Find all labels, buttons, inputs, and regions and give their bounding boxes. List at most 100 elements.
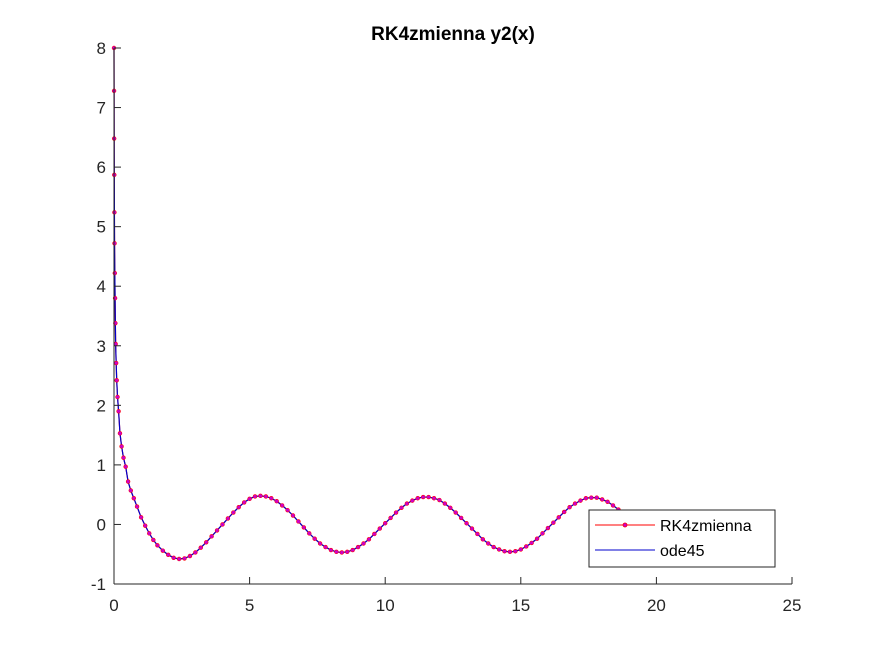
data-point-rk4zmienna	[345, 549, 350, 555]
data-point-rk4zmienna	[518, 547, 523, 552]
data-point-rk4zmienna	[160, 548, 166, 553]
data-point-rk4zmienna	[269, 496, 274, 501]
data-point-rk4zmienna	[176, 556, 182, 562]
data-point-rk4zmienna	[475, 531, 480, 537]
data-point-rk4zmienna	[187, 553, 193, 559]
legend-label-ode45: ode45	[660, 543, 705, 560]
data-point-rk4zmienna	[561, 509, 567, 515]
data-point-rk4zmienna	[350, 547, 355, 553]
data-point-rk4zmienna	[372, 531, 377, 537]
data-point-rk4zmienna	[480, 537, 486, 542]
x-tick-label: 15	[511, 596, 530, 615]
x-tick-label: 10	[376, 596, 395, 615]
data-point-rk4zmienna	[599, 497, 605, 502]
data-point-rk4zmienna	[317, 541, 323, 546]
x-tick-label: 20	[647, 596, 666, 615]
data-point-rk4zmienna	[605, 499, 610, 505]
data-point-rk4zmienna	[151, 537, 156, 543]
data-point-rk4zmienna	[252, 494, 258, 499]
data-point-rk4zmienna	[507, 549, 513, 555]
data-point-rk4zmienna	[204, 540, 209, 545]
y-tick-label: 5	[97, 218, 106, 237]
plot-area	[111, 45, 632, 562]
data-point-rk4zmienna	[393, 510, 399, 515]
data-point-rk4zmienna	[285, 507, 290, 513]
data-point-rk4zmienna	[116, 409, 121, 414]
x-tick-label: 5	[245, 596, 254, 615]
data-point-rk4zmienna	[323, 544, 328, 550]
y-tick-label: 6	[97, 158, 106, 177]
data-point-rk4zmienna	[290, 513, 296, 518]
data-point-rk4zmienna	[247, 496, 252, 502]
data-point-rk4zmienna	[220, 522, 225, 527]
data-point-rk4zmienna	[377, 526, 382, 531]
data-point-rk4zmienna	[274, 499, 279, 504]
data-point-rk4zmienna	[572, 501, 578, 506]
data-point-rk4zmienna	[567, 504, 572, 510]
data-point-rk4zmienna	[134, 504, 140, 509]
data-point-rk4zmienna	[142, 523, 148, 528]
data-point-rk4zmienna	[448, 505, 453, 510]
y-tick-label: 1	[97, 456, 106, 475]
x-tick-label: 0	[109, 596, 118, 615]
data-point-rk4zmienna	[458, 515, 464, 521]
data-point-rk4zmienna	[121, 455, 126, 460]
data-point-rk4zmienna	[155, 543, 160, 548]
data-point-rk4zmienna	[524, 544, 529, 549]
data-point-rk4zmienna	[513, 549, 518, 554]
x-axis: 0 5 10 15 20 25	[109, 577, 801, 615]
y-axis: -1 0 1 2 3 4 5 6 7 8	[91, 39, 121, 594]
data-point-rk4zmienna	[415, 496, 420, 501]
data-point-rk4zmienna	[404, 501, 410, 506]
data-point-rk4zmienna	[469, 526, 475, 531]
data-point-rk4zmienna	[420, 494, 426, 500]
data-point-rk4zmienna	[431, 496, 437, 501]
x-tick-label: 25	[783, 596, 802, 615]
legend-marker-rk4zmienna	[622, 522, 628, 528]
data-point-rk4zmienna	[209, 534, 214, 539]
data-point-rk4zmienna	[198, 545, 203, 550]
data-point-rk4zmienna	[361, 541, 366, 546]
data-point-rk4zmienna	[166, 552, 171, 558]
data-point-rk4zmienna	[410, 498, 415, 503]
data-point-rk4zmienna	[366, 537, 372, 542]
data-point-rk4zmienna	[502, 549, 507, 554]
data-point-rk4zmienna	[334, 549, 339, 555]
data-point-rk4zmienna	[437, 497, 442, 503]
data-point-rk4zmienna	[171, 555, 176, 560]
data-point-rk4zmienna	[312, 536, 317, 541]
data-point-rk4zmienna	[529, 540, 534, 546]
data-point-rk4zmienna	[128, 488, 134, 493]
data-point-rk4zmienna	[193, 550, 198, 555]
data-point-rk4zmienna	[147, 531, 152, 536]
data-point-rk4zmienna	[383, 521, 388, 526]
legend[interactable]: RK4zmienna ode45	[588, 509, 776, 568]
data-point-rk4zmienna	[123, 464, 128, 469]
data-point-rk4zmienna	[138, 515, 144, 520]
data-point-rk4zmienna	[551, 520, 556, 525]
data-point-rk4zmienna	[610, 503, 616, 508]
legend-box	[588, 509, 776, 568]
legend-label-rk4zmienna: RK4zmienna	[660, 518, 752, 535]
chart-title: RK4zmienna y2(x)	[371, 24, 535, 45]
y-tick-label: -1	[91, 575, 106, 594]
y-tick-label: 7	[97, 99, 106, 118]
data-point-rk4zmienna	[534, 536, 540, 541]
data-point-rk4zmienna	[112, 241, 117, 246]
data-point-rk4zmienna	[279, 503, 285, 508]
data-point-rk4zmienna	[556, 515, 561, 520]
data-point-rk4zmienna	[578, 498, 583, 503]
data-point-rk4zmienna	[182, 556, 187, 561]
data-point-rk4zmienna	[464, 521, 469, 526]
data-point-rk4zmienna	[125, 479, 131, 484]
y-tick-label: 0	[97, 515, 106, 534]
data-point-rk4zmienna	[491, 544, 496, 550]
data-point-rk4zmienna	[355, 544, 361, 550]
data-point-rk4zmienna	[426, 494, 431, 500]
data-point-rk4zmienna	[117, 431, 123, 436]
data-point-rk4zmienna	[486, 541, 491, 546]
data-point-rk4zmienna	[225, 516, 231, 521]
data-point-rk4zmienna	[307, 531, 312, 536]
data-point-rk4zmienna	[236, 504, 241, 510]
